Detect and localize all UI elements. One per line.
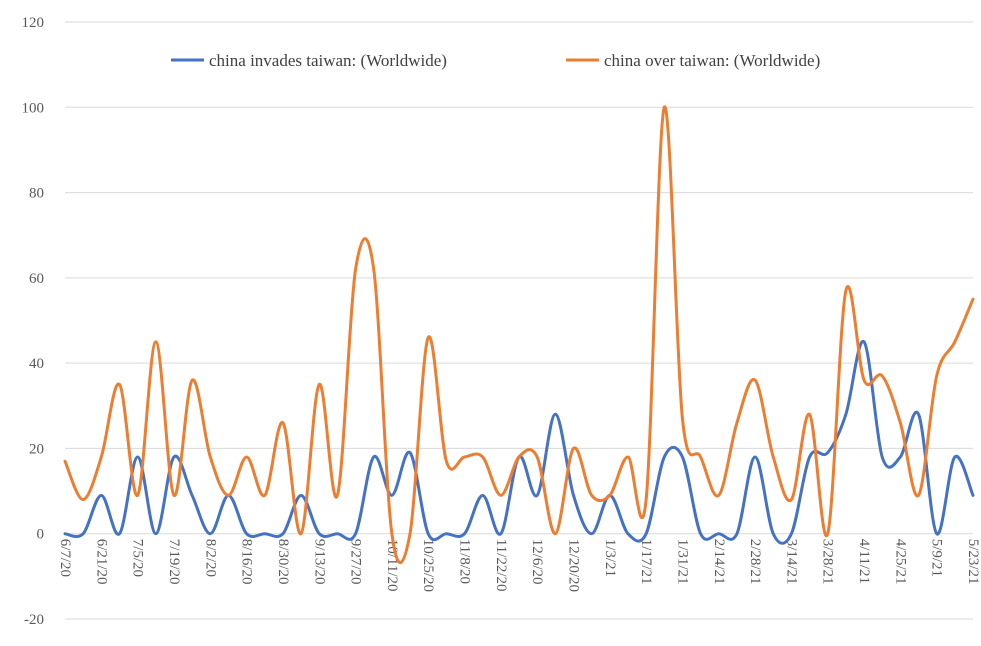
series-line-invades: [63, 340, 975, 545]
series-line-over: [63, 105, 975, 564]
x-tick-label: 7/19/20: [166, 539, 182, 585]
x-tick-label: 10/25/20: [420, 539, 436, 592]
x-tick-label: 7/5/20: [130, 539, 146, 577]
legend-label-over: china over taiwan: (Worldwide): [604, 51, 820, 70]
legend-label-invades: china invades taiwan: (Worldwide): [209, 51, 447, 70]
x-tick-label: 8/30/20: [275, 539, 291, 585]
y-tick-label: 60: [29, 271, 44, 287]
x-tick-label: 12/6/20: [529, 539, 545, 585]
x-tick-label: 6/21/20: [93, 539, 109, 585]
y-tick-label: 100: [22, 100, 45, 116]
x-tick-label: 4/11/21: [856, 539, 872, 584]
x-tick-label: 9/13/20: [311, 539, 327, 585]
x-tick-label: 4/25/21: [892, 539, 908, 585]
x-tick-label: 8/2/20: [202, 539, 218, 577]
x-tick-label: 9/27/20: [348, 539, 364, 585]
x-tick-label: 3/14/21: [783, 539, 799, 585]
x-tick-label: 11/22/20: [493, 539, 509, 592]
y-tick-label: 20: [29, 441, 44, 457]
y-tick-label: 120: [22, 15, 45, 31]
x-tick-label: 2/14/21: [711, 539, 727, 585]
x-tick-label: 1/17/21: [638, 539, 654, 585]
x-tick-label: 3/28/21: [820, 539, 836, 585]
y-tick-label: 80: [29, 186, 44, 202]
x-tick-label: 10/11/20: [384, 539, 400, 592]
y-tick-label: -20: [24, 612, 44, 628]
x-tick-label: 12/20/20: [565, 539, 581, 592]
x-tick-label: 5/9/21: [929, 539, 945, 577]
y-tick-label: 40: [29, 356, 44, 372]
x-tick-label: 1/31/21: [674, 539, 690, 585]
series-lines: [63, 105, 975, 564]
legend: china invades taiwan: (Worldwide) china …: [171, 51, 820, 70]
gridlines: [65, 21, 973, 620]
x-tick-label: 11/8/20: [457, 539, 473, 584]
x-tick-label: 8/16/20: [239, 539, 255, 585]
x-tick-label: 2/28/21: [747, 539, 763, 585]
x-axis-ticks: 6/7/20 6/21/20 7/5/20 7/19/20 8/2/20 8/16/20 8…: [57, 539, 981, 592]
x-tick-label: 6/7/20: [57, 539, 73, 577]
x-tick-label: 1/3/21: [602, 539, 618, 577]
y-tick-label: 0: [37, 527, 45, 543]
y-axis-ticks: -20 0 20 40 60 80 100 120: [22, 15, 45, 628]
x-tick-label: 5/23/21: [965, 539, 981, 585]
